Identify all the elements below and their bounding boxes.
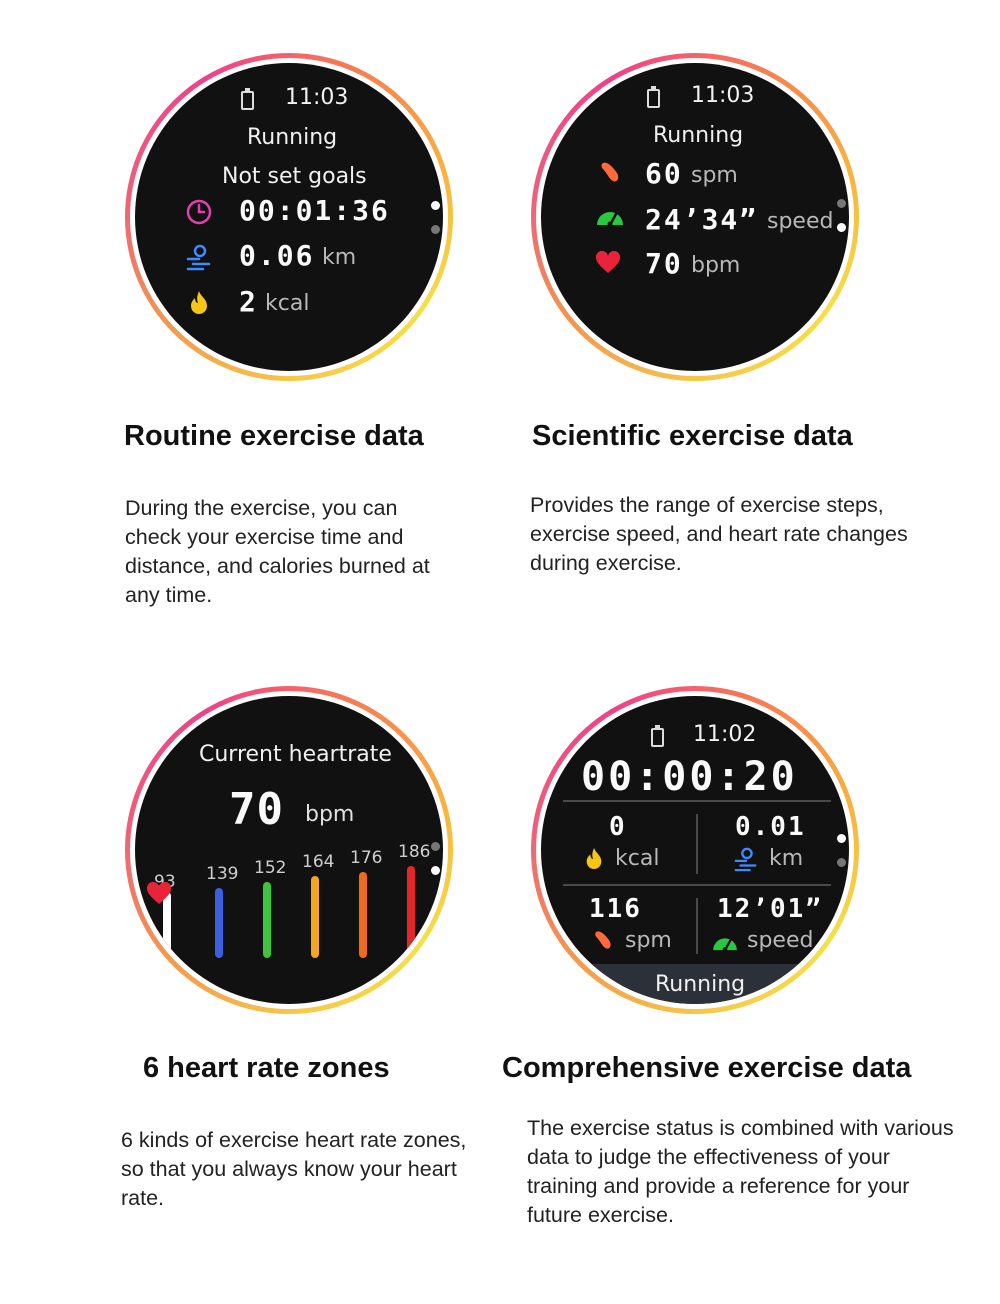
watch-face-scientific: 11:03 Running 60 spm 24’34” speed 70 bpm [541, 63, 849, 371]
battery-icon [651, 725, 664, 747]
speedometer-icon [713, 938, 737, 952]
calories-unit: kcal [265, 291, 310, 316]
heart-value: 70 [645, 247, 683, 280]
distance-value: 0.06 [239, 239, 315, 272]
calories-value: 2 [239, 285, 258, 318]
watch-comprehensive: 11:02 00:00:20 0 kcal 0.01 km 116 spm 12… [531, 686, 859, 1014]
battery-icon [647, 86, 660, 108]
heartrate-title: Current heartrate [199, 742, 392, 767]
cadence-unit: spm [691, 163, 738, 188]
pace-unit: speed [767, 209, 834, 234]
divider [563, 884, 831, 886]
watch-face-heartrate: Current heartrate 70 bpm 931391521641761… [135, 696, 443, 1004]
cadence-unit: spm [625, 928, 672, 953]
heartrate-unit: bpm [305, 802, 355, 827]
distance-icon [186, 244, 211, 271]
description-zones: 6 kinds of exercise heart rate zones, so… [121, 1128, 467, 1210]
heart-unit: bpm [691, 253, 741, 278]
activity-label: Running [653, 123, 744, 148]
zone-label: 176 [350, 848, 383, 868]
goal-label: Not set goals [222, 164, 367, 189]
distance-unit: km [322, 245, 357, 270]
clock-time: 11:02 [693, 722, 757, 747]
description-scientific: Provides the range of exercise steps, ex… [530, 493, 908, 575]
watch-face-comprehensive: 11:02 00:00:20 0 kcal 0.01 km 116 spm 12… [541, 696, 849, 1004]
divider [563, 800, 831, 802]
zone-bar [359, 872, 367, 958]
divider [696, 898, 698, 954]
battery-icon [241, 88, 254, 110]
divider [696, 814, 698, 874]
calories-value: 0 [609, 812, 627, 842]
watch-face-routine: 11:03 Running Not set goals 00:01:36 0.0… [135, 63, 443, 371]
page-dot-active [431, 866, 440, 875]
heartrate-value: 70 [229, 784, 284, 835]
page-dot [837, 199, 846, 208]
activity-banner [541, 964, 849, 1004]
fire-icon [191, 291, 207, 314]
pace-value: 12’01” [717, 894, 823, 924]
duration-value: 00:00:20 [581, 754, 798, 800]
watch-routine: 11:03 Running Not set goals 00:01:36 0.0… [125, 53, 453, 381]
heading-zones: 6 heart rate zones [143, 1052, 390, 1084]
page-dot [837, 858, 846, 867]
page-dot-active [837, 834, 846, 843]
fire-icon [586, 847, 602, 869]
zone-bar [215, 888, 223, 958]
speedometer-icon [597, 212, 623, 227]
footprint-icon [595, 931, 611, 949]
zone-bar [311, 876, 319, 958]
distance-value: 0.01 [735, 812, 806, 842]
cadence-value: 116 [589, 894, 642, 924]
watch-heartrate: Current heartrate 70 bpm 931391521641761… [125, 686, 453, 1014]
page-dot [431, 842, 440, 851]
heart-marker-icon [146, 882, 172, 904]
clock-time: 11:03 [285, 85, 349, 110]
heading-routine: Routine exercise data [124, 420, 424, 452]
description-comprehensive: The exercise status is combined with var… [527, 1116, 954, 1227]
footprint-icon [601, 162, 619, 182]
activity-label: Running [655, 972, 746, 997]
zone-bar [263, 882, 271, 958]
watch-scientific: 11:03 Running 60 spm 24’34” speed 70 bpm [531, 53, 859, 381]
duration-value: 00:01:36 [239, 194, 390, 227]
pace-value: 24’34” [645, 203, 759, 236]
page-dot-active [431, 201, 440, 210]
zone-label: 164 [302, 852, 335, 872]
zone-bar [163, 892, 171, 958]
zone-label: 152 [254, 858, 287, 878]
pace-unit: speed [747, 928, 814, 953]
clock-icon [186, 199, 212, 225]
distance-icon [734, 847, 757, 872]
zone-label: 186 [398, 842, 431, 862]
page-dot [431, 225, 440, 234]
heart-icon [595, 251, 621, 273]
heading-comprehensive: Comprehensive exercise data [502, 1052, 912, 1084]
zone-bar [407, 866, 415, 958]
calories-unit: kcal [615, 846, 660, 871]
description-routine: During the exercise, you can check your … [125, 496, 430, 607]
distance-unit: km [769, 846, 804, 871]
page-dot-active [837, 223, 846, 232]
clock-time: 11:03 [691, 83, 755, 108]
cadence-value: 60 [645, 157, 683, 190]
zone-label: 139 [206, 864, 239, 884]
activity-label: Running [247, 125, 338, 150]
heading-scientific: Scientific exercise data [532, 420, 853, 452]
